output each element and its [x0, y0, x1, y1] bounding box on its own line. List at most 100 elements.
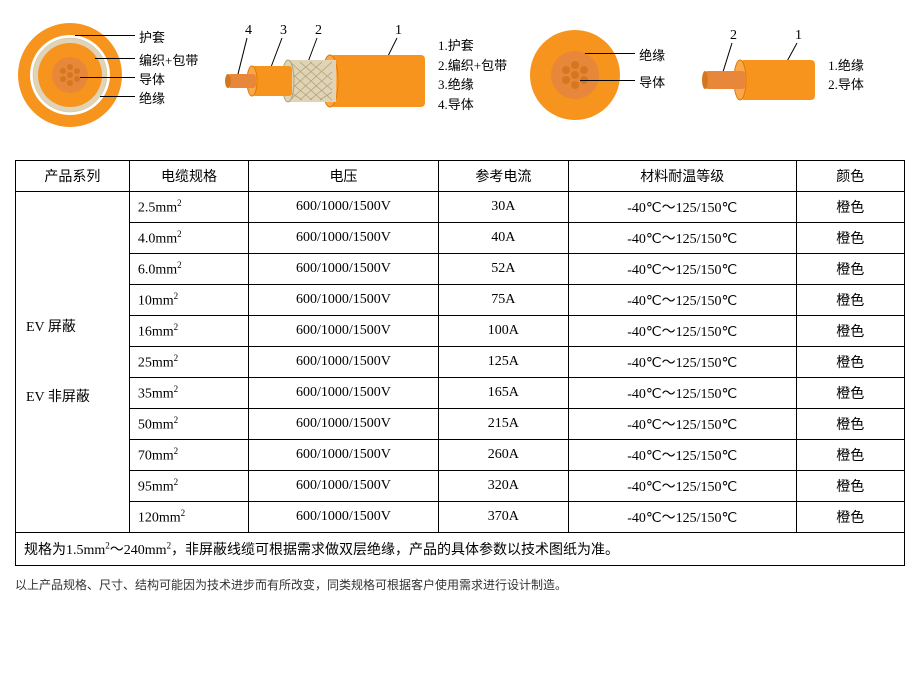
table-row: 25mm2600/1000/1500V125A-40℃～125/150℃橙色: [16, 347, 905, 378]
cell-voltage: 600/1000/1500V: [249, 471, 439, 502]
cell-color: 橙色: [796, 316, 904, 347]
label-conductor: 导体: [139, 69, 165, 88]
cell-temp: -40℃～125/150℃: [568, 502, 796, 533]
col-current: 参考电流: [438, 161, 568, 192]
cell-current: 320A: [438, 471, 568, 502]
shielded-cross-labels: 护套 编织+包带 导体 绝缘: [125, 20, 220, 130]
unshielded-side-view: 2 1: [700, 25, 820, 125]
cell-spec: 25mm2: [129, 347, 248, 378]
table-row: 50mm2600/1000/1500V215A-40℃～125/150℃橙色: [16, 409, 905, 440]
unshielded-cross-section: [525, 25, 625, 125]
cell-temp: -40℃～125/150℃: [568, 254, 796, 285]
spec-table: 产品系列 电缆规格 电压 参考电流 材料耐温等级 颜色 EV 屏蔽EV 非屏蔽2…: [15, 160, 905, 566]
cell-color: 橙色: [796, 223, 904, 254]
cell-color: 橙色: [796, 440, 904, 471]
table-row: 6.0mm2600/1000/1500V52A-40℃～125/150℃橙色: [16, 254, 905, 285]
cell-current: 165A: [438, 378, 568, 409]
label-insulation: 绝缘: [639, 45, 665, 64]
cell-temp: -40℃～125/150℃: [568, 471, 796, 502]
table-row: 4.0mm2600/1000/1500V40A-40℃～125/150℃橙色: [16, 223, 905, 254]
svg-text:1: 1: [795, 28, 802, 43]
cell-voltage: 600/1000/1500V: [249, 223, 439, 254]
table-body: EV 屏蔽EV 非屏蔽2.5mm2600/1000/1500V30A-40℃～1…: [16, 192, 905, 533]
table-note-row: 规格为1.5mm2～240mm2，非屏蔽线缆可根据需求做双层绝缘，产品的具体参数…: [16, 533, 905, 566]
col-temp: 材料耐温等级: [568, 161, 796, 192]
cell-temp: -40℃～125/150℃: [568, 378, 796, 409]
svg-text:3: 3: [280, 23, 287, 38]
cell-current: 40A: [438, 223, 568, 254]
cell-voltage: 600/1000/1500V: [249, 440, 439, 471]
shielded-cable-diagram: 护套 编织+包带 导体 绝缘 4 3 2 1: [15, 10, 507, 140]
unshielded-cross-labels: 绝缘 导体: [625, 25, 700, 125]
footnote: 以上产品规格、尺寸、结构可能因为技术进步而有所改变，同类规格可根据客户使用需求进…: [15, 576, 902, 593]
cell-spec: 120mm2: [129, 502, 248, 533]
cell-voltage: 600/1000/1500V: [249, 316, 439, 347]
cell-temp: -40℃～125/150℃: [568, 192, 796, 223]
table-row: EV 屏蔽EV 非屏蔽2.5mm2600/1000/1500V30A-40℃～1…: [16, 192, 905, 223]
svg-text:2: 2: [315, 23, 322, 38]
col-spec: 电缆规格: [129, 161, 248, 192]
cell-current: 125A: [438, 347, 568, 378]
unshielded-legend: 1.绝缘 2.导体: [828, 56, 864, 95]
cell-spec: 35mm2: [129, 378, 248, 409]
svg-text:4: 4: [245, 23, 252, 38]
label-sheath: 护套: [139, 27, 165, 46]
table-header: 产品系列 电缆规格 电压 参考电流 材料耐温等级 颜色: [16, 161, 905, 192]
legend-item: 2.编织+包带: [438, 56, 507, 76]
cell-temp: -40℃～125/150℃: [568, 223, 796, 254]
table-row: 35mm2600/1000/1500V165A-40℃～125/150℃橙色: [16, 378, 905, 409]
legend-item: 4.导体: [438, 95, 507, 115]
cell-color: 橙色: [796, 192, 904, 223]
table-note: 规格为1.5mm2～240mm2，非屏蔽线缆可根据需求做双层绝缘，产品的具体参数…: [16, 533, 905, 566]
cell-color: 橙色: [796, 409, 904, 440]
cell-voltage: 600/1000/1500V: [249, 285, 439, 316]
legend-item: 2.导体: [828, 75, 864, 95]
unshielded-cable-diagram: 绝缘 导体 2 1 1.绝缘 2.导体: [525, 10, 864, 140]
cell-spec: 16mm2: [129, 316, 248, 347]
svg-text:2: 2: [730, 28, 737, 43]
cell-color: 橙色: [796, 471, 904, 502]
table-row: 95mm2600/1000/1500V320A-40℃～125/150℃橙色: [16, 471, 905, 502]
cell-spec: 50mm2: [129, 409, 248, 440]
table-row: 70mm2600/1000/1500V260A-40℃～125/150℃橙色: [16, 440, 905, 471]
cell-current: 370A: [438, 502, 568, 533]
cell-voltage: 600/1000/1500V: [249, 502, 439, 533]
cell-current: 30A: [438, 192, 568, 223]
col-series: 产品系列: [16, 161, 130, 192]
cell-temp: -40℃～125/150℃: [568, 316, 796, 347]
shielded-side-view: 4 3 2 1: [220, 20, 430, 130]
cell-temp: -40℃～125/150℃: [568, 347, 796, 378]
series-cell: EV 屏蔽EV 非屏蔽: [16, 192, 130, 533]
cell-voltage: 600/1000/1500V: [249, 192, 439, 223]
cell-current: 75A: [438, 285, 568, 316]
col-color: 颜色: [796, 161, 904, 192]
label-conductor: 导体: [639, 72, 665, 91]
cell-color: 橙色: [796, 285, 904, 316]
cell-spec: 6.0mm2: [129, 254, 248, 285]
cell-color: 橙色: [796, 378, 904, 409]
label-insulation: 绝缘: [139, 88, 165, 107]
cell-spec: 95mm2: [129, 471, 248, 502]
cell-current: 100A: [438, 316, 568, 347]
cell-temp: -40℃～125/150℃: [568, 409, 796, 440]
label-braid: 编织+包带: [139, 50, 198, 69]
cell-current: 260A: [438, 440, 568, 471]
col-voltage: 电压: [249, 161, 439, 192]
cell-current: 215A: [438, 409, 568, 440]
shielded-cross-section: [15, 20, 125, 130]
cell-color: 橙色: [796, 254, 904, 285]
cell-spec: 10mm2: [129, 285, 248, 316]
cell-voltage: 600/1000/1500V: [249, 378, 439, 409]
cell-spec: 70mm2: [129, 440, 248, 471]
cell-current: 52A: [438, 254, 568, 285]
cell-temp: -40℃～125/150℃: [568, 285, 796, 316]
table-row: 10mm2600/1000/1500V75A-40℃～125/150℃橙色: [16, 285, 905, 316]
cell-voltage: 600/1000/1500V: [249, 347, 439, 378]
cell-temp: -40℃～125/150℃: [568, 440, 796, 471]
cell-color: 橙色: [796, 502, 904, 533]
cell-spec: 4.0mm2: [129, 223, 248, 254]
cable-diagrams: 护套 编织+包带 导体 绝缘 4 3 2 1: [15, 10, 902, 140]
cell-voltage: 600/1000/1500V: [249, 409, 439, 440]
svg-text:1: 1: [395, 23, 402, 38]
table-row: 120mm2600/1000/1500V370A-40℃～125/150℃橙色: [16, 502, 905, 533]
